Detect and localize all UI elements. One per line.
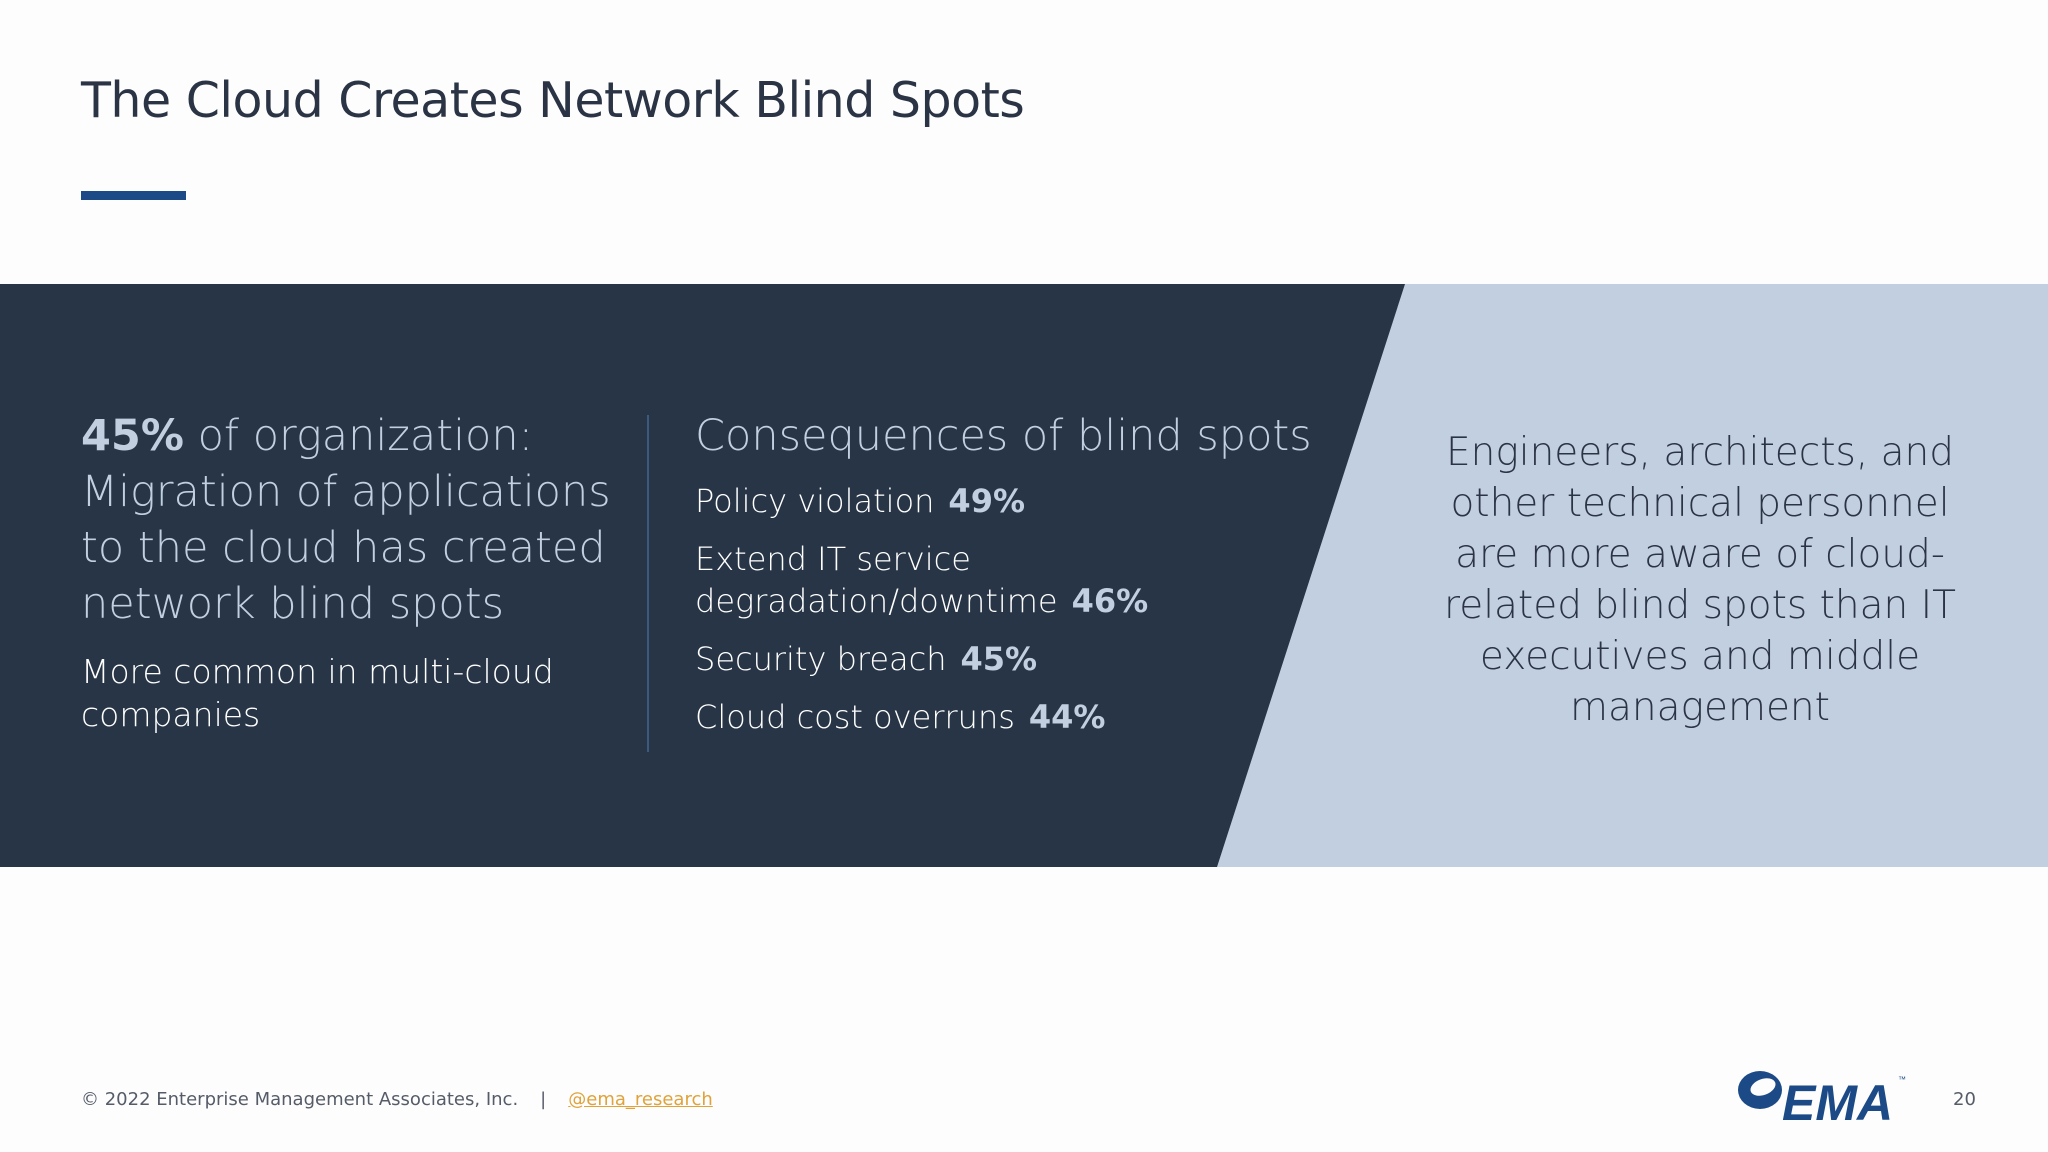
- column-divider: [647, 415, 649, 752]
- consequence-label: Cloud cost overruns: [695, 698, 1015, 736]
- consequence-value: 46%: [1071, 582, 1149, 620]
- consequence-label: Policy violation: [695, 482, 935, 520]
- consequence-value: 44%: [1028, 698, 1106, 736]
- sub-stat: More common in multi-cloud companies: [81, 652, 554, 734]
- left-column: 45% of organization: Migration of applic…: [81, 408, 641, 736]
- consequence-item: Cloud cost overruns 44%: [695, 696, 1335, 738]
- middle-column: Consequences of blind spots Policy viola…: [695, 408, 1335, 738]
- content-band: [0, 284, 2048, 867]
- logo-wordmark: EMA: [1782, 1075, 1893, 1126]
- headline-stat: 45% of organization: Migration of applic…: [81, 408, 641, 632]
- band-background: [0, 284, 2048, 867]
- page-number: 20: [1953, 1089, 1976, 1110]
- consequence-item: Security breach 45%: [695, 638, 1335, 680]
- title-underline: [81, 191, 186, 200]
- logo-swoosh-highlight: [1750, 1078, 1776, 1096]
- consequence-value: 49%: [948, 482, 1026, 520]
- dark-panel: [0, 284, 1405, 867]
- right-callout: Engineers, architects, and other technic…: [1444, 430, 1956, 730]
- consequence-value: 45%: [960, 640, 1038, 678]
- ema-logo: EMA ™: [1738, 1071, 1906, 1126]
- twitter-handle-link[interactable]: @ema_research: [568, 1089, 713, 1110]
- consequence-label: Security breach: [695, 640, 947, 678]
- logo-trademark: ™: [1898, 1075, 1906, 1084]
- consequence-item: Extend IT service degradation/downtime 46…: [695, 538, 1335, 622]
- consequence-label: Extend IT service degradation/downtime: [695, 540, 1058, 620]
- consequence-item: Policy violation 49%: [695, 480, 1335, 522]
- copyright-text: © 2022 Enterprise Management Associates,…: [81, 1089, 519, 1110]
- consequences-heading: Consequences of blind spots: [695, 411, 1312, 461]
- footer: © 2022 Enterprise Management Associates,…: [81, 1089, 713, 1110]
- footer-separator: |: [540, 1089, 547, 1110]
- slide-title: The Cloud Creates Network Blind Spots: [81, 72, 1025, 129]
- headline-stat-percent: 45%: [81, 411, 184, 461]
- headline-stat-text: of organization: Migration of applicatio…: [81, 411, 611, 629]
